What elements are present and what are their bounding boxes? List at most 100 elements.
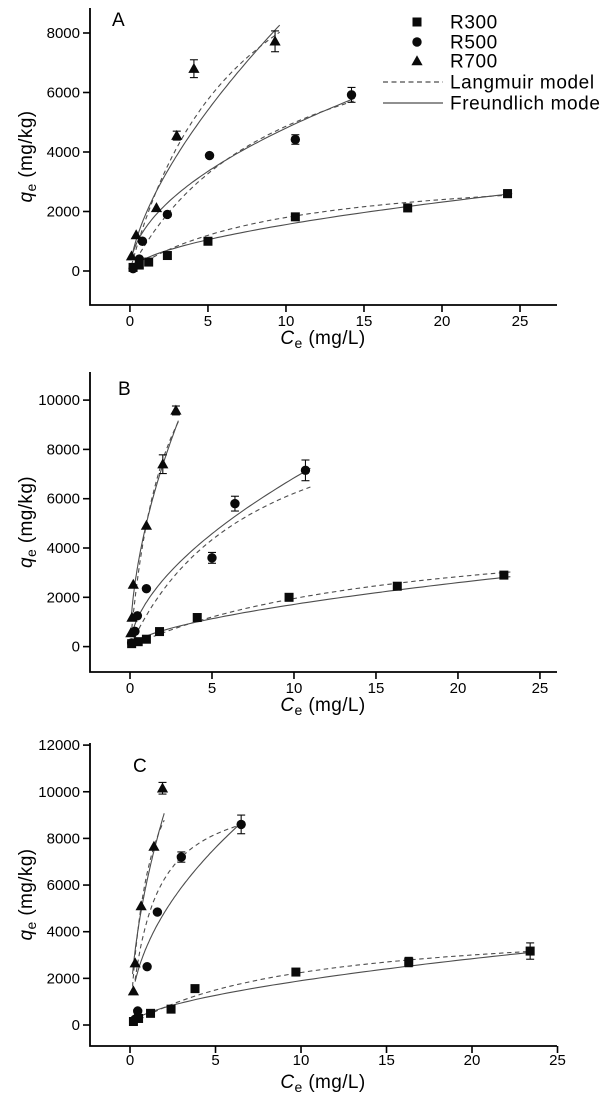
data-point-R700 bbox=[129, 957, 141, 968]
freundlich-curve-R500 bbox=[131, 467, 311, 636]
data-point-R500 bbox=[152, 907, 163, 917]
data-point-R300 bbox=[190, 984, 200, 994]
y-tick-label: 8000 bbox=[47, 830, 80, 847]
data-point-R500 bbox=[230, 498, 240, 509]
y-tick-label: 2000 bbox=[47, 203, 80, 220]
data-point-R700 bbox=[171, 129, 183, 140]
data-point-R500 bbox=[300, 465, 311, 476]
data-point-R300 bbox=[133, 637, 143, 647]
y-tick-label: 0 bbox=[72, 1017, 80, 1034]
data-point-R300 bbox=[144, 257, 154, 267]
data-point-R500 bbox=[207, 553, 217, 563]
data-point-R700 bbox=[188, 62, 200, 73]
panel-letter: A bbox=[112, 10, 125, 31]
freundlich-curve-R700 bbox=[132, 813, 165, 975]
axes-frame bbox=[89, 372, 557, 673]
panel-C: 0 2000 4000 6000 8000 10000 12000 0 5 10 15 20 25 C Ce… bbox=[0, 732, 600, 1107]
x-tick-label: 10 bbox=[278, 313, 295, 330]
freundlich-curve-R300 bbox=[132, 951, 534, 1022]
data-point-R300 bbox=[503, 189, 513, 199]
x-tick-label: 5 bbox=[208, 680, 216, 697]
legend-item: R500 bbox=[412, 33, 498, 54]
y-tick-label: 6000 bbox=[47, 84, 80, 101]
panel-B-chart: 0 2000 4000 6000 8000 10000 0 5 10 15 20 25 B Ce (mg/… bbox=[16, 372, 557, 718]
panel-letter: B bbox=[118, 379, 131, 400]
data-point-R300 bbox=[203, 236, 213, 246]
panel-A-chart: 0 2000 4000 6000 8000 0 5 10 15 20 25 A Ce (mg/L) qe … bbox=[16, 8, 600, 351]
y-axis-label: qe (mg/kg) bbox=[16, 848, 39, 940]
data-point-R300 bbox=[284, 592, 294, 602]
data-point-R700 bbox=[126, 611, 138, 622]
y-tick-label: 2000 bbox=[47, 589, 80, 606]
data-point-R500 bbox=[141, 583, 152, 594]
x-tick-label: 5 bbox=[211, 1052, 219, 1069]
data-point-R500 bbox=[126, 638, 137, 648]
y-tick-label: 12000 bbox=[38, 737, 80, 754]
x-tick-label: 25 bbox=[549, 1052, 566, 1069]
data-point-R500 bbox=[236, 819, 246, 830]
data-point-R300 bbox=[290, 212, 300, 222]
freundlich-curve-R300 bbox=[131, 576, 511, 645]
data-point-R300 bbox=[192, 613, 202, 623]
data-point-R700 bbox=[157, 458, 169, 469]
x-tick-label: 0 bbox=[126, 680, 134, 697]
legend-item: R700 bbox=[411, 52, 497, 73]
data-point-R500 bbox=[142, 961, 152, 972]
legend-label: R700 bbox=[450, 52, 498, 73]
legend-item: R300 bbox=[412, 13, 498, 34]
legend-marker-circle bbox=[412, 37, 422, 47]
legend-label: R500 bbox=[450, 33, 498, 54]
y-tick-label: 0 bbox=[72, 639, 80, 656]
langmuir-curve-R500 bbox=[131, 100, 355, 267]
y-tick-label: 4000 bbox=[47, 924, 80, 941]
panel-B: 0 2000 4000 6000 8000 10000 0 5 10 15 20 25 B Ce (mg/… bbox=[0, 362, 600, 732]
data-point-R500 bbox=[133, 1006, 143, 1016]
axes-frame bbox=[89, 743, 557, 1047]
freundlich-curve-R500 bbox=[131, 97, 355, 256]
x-tick-label: 10 bbox=[286, 680, 303, 697]
data-point-R700 bbox=[140, 519, 153, 530]
axes-frame bbox=[89, 8, 557, 306]
legend-label: Freundlich model bbox=[450, 94, 600, 115]
y-tick-label: 6000 bbox=[47, 877, 80, 894]
data-point-R500 bbox=[162, 209, 173, 220]
x-tick-label: 20 bbox=[434, 313, 451, 330]
x-axis-label: Ce (mg/L) bbox=[280, 1072, 365, 1095]
data-point-R500 bbox=[134, 254, 145, 264]
freundlich-curve-R300 bbox=[131, 193, 513, 268]
panel-letter: C bbox=[133, 756, 147, 777]
panel-C-chart: 0 2000 4000 6000 8000 10000 12000 0 5 10 15 20 25 C Ce… bbox=[16, 737, 566, 1095]
data-point-R700 bbox=[269, 35, 281, 46]
langmuir-curve-R700 bbox=[130, 421, 179, 637]
y-tick-label: 0 bbox=[72, 263, 80, 280]
data-point-R300 bbox=[404, 957, 414, 967]
y-tick-label: 4000 bbox=[47, 144, 80, 161]
data-point-R300 bbox=[162, 251, 172, 261]
data-point-R700 bbox=[127, 578, 139, 589]
legend-label: Langmuir model bbox=[450, 73, 595, 94]
x-tick-label: 15 bbox=[368, 680, 385, 697]
x-tick-label: 25 bbox=[512, 313, 529, 330]
data-point-R700 bbox=[135, 900, 147, 911]
x-tick-label: 0 bbox=[126, 313, 134, 330]
legend-marker-triangle bbox=[411, 55, 423, 66]
x-axis-label: Ce (mg/L) bbox=[280, 328, 365, 351]
y-tick-label: 8000 bbox=[47, 25, 80, 42]
data-point-R300 bbox=[166, 1004, 176, 1014]
data-point-R300 bbox=[155, 627, 165, 637]
langmuir-curve-R500 bbox=[134, 823, 244, 980]
y-tick-label: 10000 bbox=[38, 784, 80, 801]
langmuir-curve-R300 bbox=[131, 571, 511, 647]
langmuir-curve-R700 bbox=[130, 31, 281, 266]
x-tick-label: 0 bbox=[126, 1052, 134, 1069]
legend-label: R300 bbox=[450, 13, 498, 34]
data-point-R700 bbox=[125, 627, 137, 638]
data-point-R700 bbox=[156, 782, 169, 793]
data-point-R500 bbox=[204, 150, 215, 161]
y-tick-label: 4000 bbox=[47, 540, 80, 557]
data-point-R500 bbox=[176, 852, 187, 862]
x-tick-label: 20 bbox=[464, 1052, 481, 1069]
x-tick-label: 20 bbox=[450, 680, 467, 697]
